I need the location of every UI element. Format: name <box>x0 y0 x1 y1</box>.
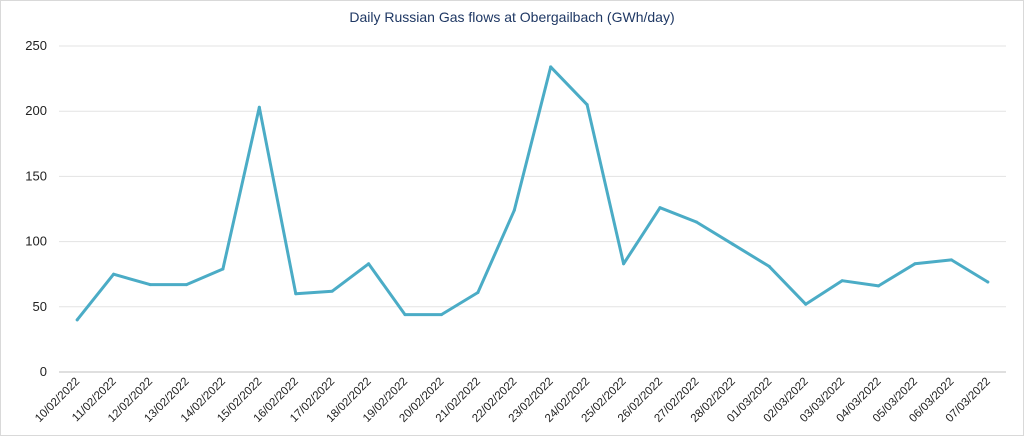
data-point <box>913 262 917 266</box>
y-tick-label: 200 <box>25 103 47 118</box>
data-point <box>294 292 298 296</box>
data-point <box>330 289 334 293</box>
data-point <box>585 103 589 107</box>
data-point <box>439 313 443 317</box>
data-point <box>184 283 188 287</box>
data-point <box>257 105 261 109</box>
series-line <box>75 65 990 322</box>
y-tick-label: 250 <box>25 38 47 53</box>
data-point <box>148 283 152 287</box>
data-point <box>476 290 480 294</box>
y-tick-label: 0 <box>40 364 47 379</box>
data-point <box>731 242 735 246</box>
data-point <box>221 267 225 271</box>
y-tick-label: 100 <box>25 234 47 249</box>
data-point <box>694 220 698 224</box>
y-tick-label: 150 <box>25 168 47 183</box>
data-point <box>877 284 881 288</box>
y-tick-label: 50 <box>33 299 47 314</box>
data-point <box>622 262 626 266</box>
data-point <box>658 206 662 210</box>
chart-title: Daily Russian Gas flows at Obergailbach … <box>349 9 675 25</box>
data-point <box>840 279 844 283</box>
data-point <box>403 313 407 317</box>
data-point <box>75 318 79 322</box>
data-point <box>512 208 516 212</box>
data-point <box>112 272 116 276</box>
data-point <box>549 65 553 69</box>
data-point <box>767 264 771 268</box>
data-point <box>949 258 953 262</box>
data-point <box>804 302 808 306</box>
data-point <box>986 280 990 284</box>
data-point <box>367 262 371 266</box>
